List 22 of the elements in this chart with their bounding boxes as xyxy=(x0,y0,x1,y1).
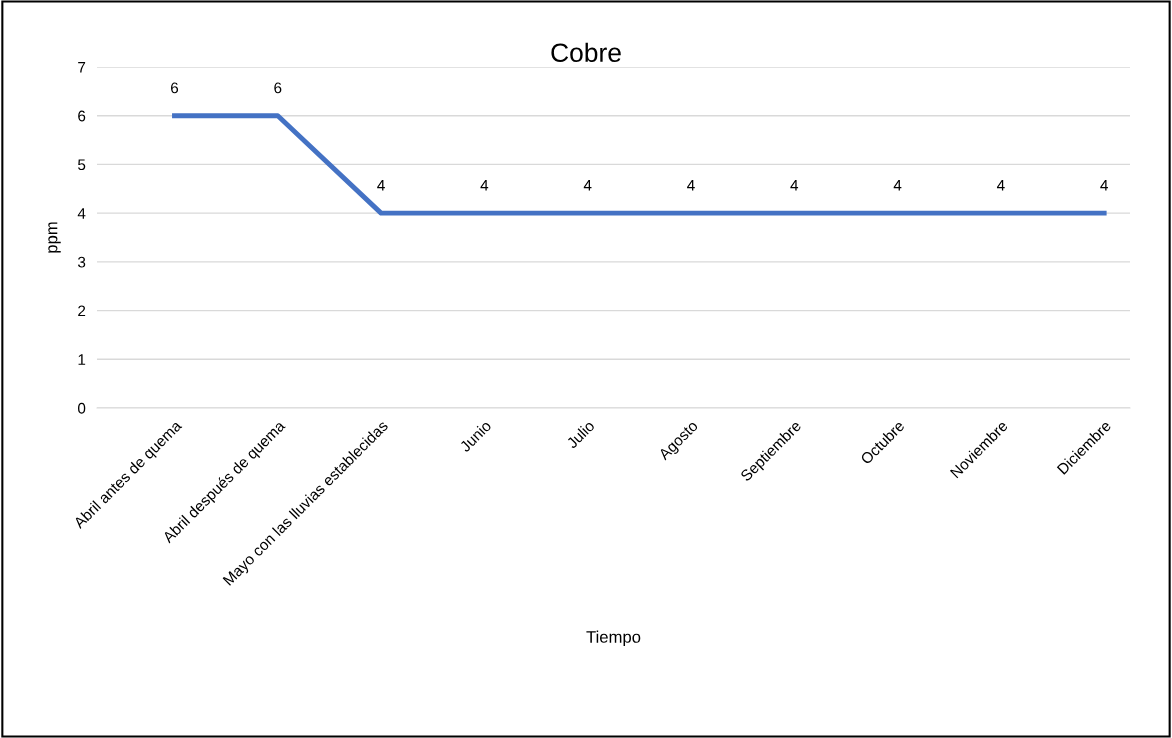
y-tick-label: 5 xyxy=(78,159,86,171)
data-label: 6 xyxy=(274,82,282,94)
y-tick-label: 7 xyxy=(78,62,86,73)
x-tick-label: Julio xyxy=(565,419,596,450)
data-label: 4 xyxy=(583,180,592,191)
data-label: 4 xyxy=(687,180,695,191)
x-axis-title: Tiempo xyxy=(586,630,641,647)
y-tick-label: 2 xyxy=(78,305,86,317)
data-label: 4 xyxy=(1100,180,1108,191)
data-label: 6 xyxy=(171,82,179,94)
y-axis-title: ppm xyxy=(48,222,61,253)
data-label: 4 xyxy=(996,180,1005,191)
y-tick-label: 4 xyxy=(77,208,86,219)
chart-title: Cobre xyxy=(551,42,621,63)
y-tick-label: 0 xyxy=(77,402,86,414)
data-label: 4 xyxy=(377,180,385,191)
data-label: 4 xyxy=(790,180,799,191)
y-tick-label: 1 xyxy=(78,354,86,365)
y-tick-label: 6 xyxy=(78,110,86,122)
data-label: 4 xyxy=(480,180,489,191)
y-tick-label: 3 xyxy=(77,256,86,268)
data-label: 4 xyxy=(893,180,902,191)
